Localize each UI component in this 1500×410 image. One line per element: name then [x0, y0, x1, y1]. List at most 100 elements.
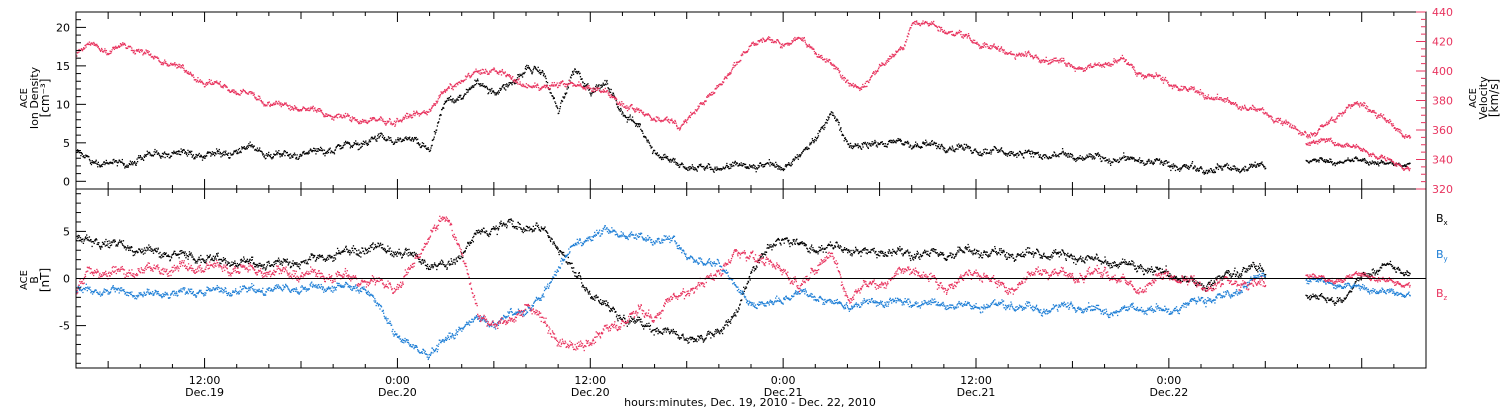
ion-density-series-point	[897, 137, 899, 140]
ion-density-series-point	[762, 166, 765, 168]
ion-density-series-point	[648, 142, 651, 144]
ion-density-series-point	[865, 143, 867, 145]
velocity-series-point	[1062, 57, 1065, 60]
velocity-series-point	[427, 111, 429, 114]
ion-density-series-point	[1215, 168, 1217, 170]
ion-density-series-point	[785, 164, 787, 166]
ion-density-series-point	[509, 81, 511, 84]
ion-density-series-point	[1227, 164, 1230, 166]
velocity-series-point	[652, 119, 654, 121]
ion-density-series-point	[1067, 156, 1069, 158]
ion-density-series-point	[900, 140, 902, 143]
velocity-series-point	[945, 31, 947, 33]
velocity-series-point	[854, 83, 856, 86]
velocity-series-point	[477, 70, 479, 73]
ion-density-series-point	[1143, 162, 1145, 164]
velocity-series-point	[770, 41, 773, 44]
velocity-series-point	[126, 47, 129, 50]
ion-density-series-point	[519, 73, 521, 76]
velocity-series-point	[1320, 137, 1322, 140]
velocity-series-point	[306, 108, 308, 110]
velocity-series-point	[1193, 88, 1196, 90]
velocity-series-point	[569, 81, 572, 83]
velocity-series-point	[726, 75, 728, 77]
ion-density-series-point	[1361, 159, 1363, 162]
ion-density-series-point	[852, 145, 854, 147]
ion-density-series-point	[106, 162, 108, 164]
ion-density-series-point	[868, 142, 871, 145]
ion-density-series-point	[1045, 155, 1048, 158]
ion-density-series-point	[968, 147, 970, 150]
ion-density-series-point	[278, 153, 280, 155]
ion-density-series-point	[445, 101, 447, 103]
velocity-series-point	[556, 82, 558, 84]
ion-density-series-point	[1351, 160, 1353, 162]
velocity-series-point	[1278, 118, 1281, 120]
velocity-series-point	[361, 120, 363, 123]
ion-density-series-point	[828, 118, 830, 120]
ion-density-series-point	[293, 154, 295, 156]
ion-density-series-point	[103, 161, 105, 163]
ion-density-series-point	[1044, 157, 1046, 159]
velocity-series-point	[1271, 116, 1273, 118]
ion-density-series-point	[442, 107, 444, 109]
ion-density-series-point	[1403, 165, 1405, 167]
ion-density-series-point	[866, 142, 869, 144]
ion-density-series-point	[1257, 164, 1260, 166]
ion-density-series-point	[164, 156, 166, 159]
ion-density-series-point	[799, 156, 801, 158]
velocity-series-point	[1050, 59, 1052, 61]
velocity-series-point	[307, 107, 309, 110]
velocity-series-point	[543, 86, 545, 88]
ion-density-series-point	[1043, 154, 1045, 156]
velocity-series-point	[1184, 86, 1187, 89]
ion-density-series-point	[672, 158, 674, 161]
velocity-series-point	[234, 91, 236, 93]
ion-density-series-point	[664, 153, 666, 156]
ion-density-series-point	[796, 157, 798, 159]
ion-density-series-point	[871, 143, 873, 145]
ion-density-series-point	[1004, 153, 1006, 155]
velocity-series-point	[1175, 85, 1177, 87]
ion-density-series-point	[768, 163, 770, 165]
velocity-series-point	[361, 118, 364, 121]
velocity-series-point	[1342, 111, 1344, 113]
velocity-series-point	[1043, 61, 1045, 63]
ion-density-series-point	[1062, 152, 1065, 154]
velocity-series-point	[1198, 91, 1200, 93]
ion-density-series-point	[864, 141, 866, 144]
ion-density-series-point	[690, 166, 692, 168]
ion-density-series-point	[563, 96, 565, 98]
ion-density-series-point	[620, 109, 622, 111]
velocity-series-point	[774, 40, 776, 43]
ion-density-series-point	[1198, 168, 1200, 170]
velocity-series-point	[192, 74, 194, 77]
velocity-series-point	[959, 31, 962, 33]
ion-density-series-point	[697, 165, 700, 168]
ion-density-series-point	[776, 165, 778, 167]
ion-density-series-point	[1146, 162, 1148, 164]
ion-density-series-point	[703, 168, 705, 170]
ion-density-series-point	[319, 146, 322, 149]
ion-density-series-point	[216, 151, 218, 153]
velocity-series-point	[296, 108, 299, 111]
velocity-series-point	[1001, 48, 1004, 51]
velocity-series-point	[725, 76, 728, 78]
ion-density-series-point	[1130, 156, 1132, 159]
ion-density-series-point	[860, 147, 862, 150]
velocity-series-point	[877, 70, 879, 72]
velocity-series-point	[389, 123, 392, 125]
ion-density-series-point	[511, 84, 513, 86]
velocity-series-point	[574, 85, 577, 87]
velocity-series-point	[549, 85, 551, 87]
velocity-series-point	[562, 83, 565, 86]
velocity-series-point	[951, 30, 954, 33]
ion-density-series-point	[1331, 161, 1333, 163]
ion-density-series-point	[257, 150, 259, 152]
ion-density-series-point	[1030, 156, 1032, 158]
velocity-series-point	[690, 114, 693, 116]
velocity-series-point	[543, 84, 546, 86]
ion-density-series-point	[1330, 158, 1332, 161]
ion-density-series-point	[831, 114, 834, 116]
velocity-series-point	[1096, 63, 1099, 65]
